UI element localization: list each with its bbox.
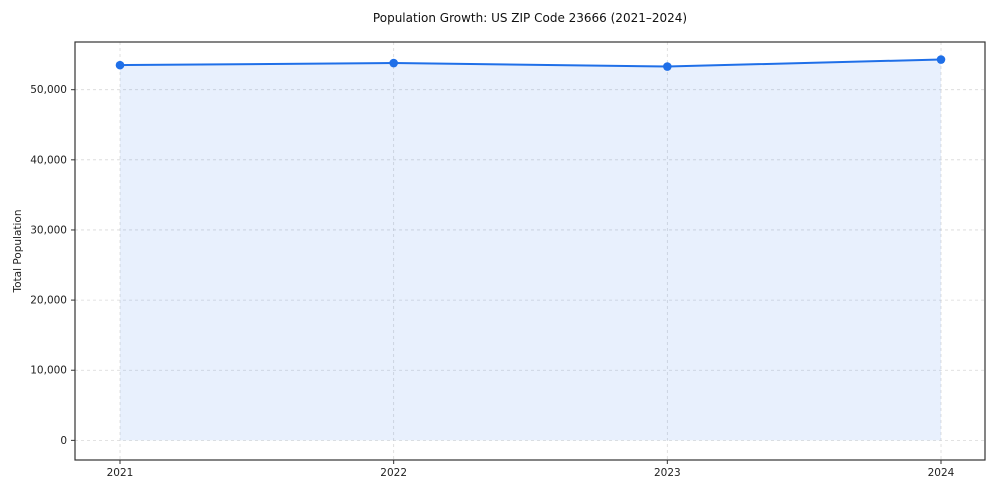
y-tick-label: 40,000: [30, 154, 67, 166]
data-point-marker: [389, 58, 398, 68]
y-tick-label: 10,000: [30, 365, 67, 377]
series-area-fill: [120, 59, 941, 441]
data-point-marker: [663, 62, 672, 71]
y-tick-label: 30,000: [30, 224, 67, 236]
y-axis-label: Total Population: [12, 209, 24, 293]
chart-title: Population Growth: US ZIP Code 23666 (20…: [372, 11, 688, 25]
series-line: [119, 58, 942, 68]
y-tick-label: 20,000: [30, 295, 67, 307]
x-tick-label: 2022: [380, 467, 407, 479]
y-tick-label: 50,000: [30, 84, 67, 96]
x-tick-label: 2021: [107, 467, 134, 479]
data-point-marker: [936, 55, 946, 64]
x-tick-label: 2023: [654, 467, 681, 479]
axes-border: [74, 41, 986, 461]
x-tick-label: 2024: [928, 467, 955, 479]
y-tick-label: 0: [60, 435, 67, 447]
data-point-marker: [115, 60, 125, 70]
